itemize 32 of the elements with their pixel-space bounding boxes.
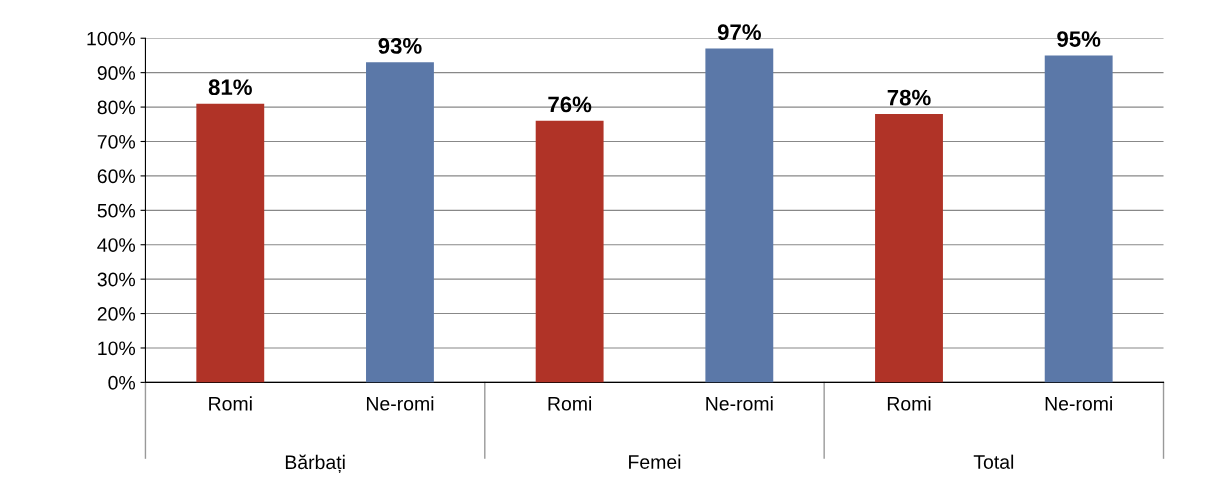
bar (366, 62, 434, 383)
text: Total (973, 454, 1014, 469)
data-label: 76% (548, 96, 592, 113)
x-tick-label: Ne-romi (1045, 396, 1112, 411)
x-tick-label: Romi (548, 396, 592, 411)
y-tick-label: 80% (97, 100, 136, 115)
y-tick-label: 70% (97, 134, 136, 149)
data-label: 97% (717, 24, 761, 41)
text: Femei (629, 454, 681, 469)
x-tick-label: Ne-romi (706, 396, 773, 411)
bar (1044, 55, 1113, 383)
bar (196, 103, 265, 383)
text: Bărbați (285, 454, 345, 474)
x-tick-label: Romi (209, 396, 252, 411)
data-label: 95% (1057, 31, 1101, 47)
y-tick-label: 100% (87, 31, 136, 46)
y-tick-label: 50% (97, 203, 136, 218)
y-tick-label: 10% (98, 341, 136, 356)
y-tick-label: 90% (97, 66, 136, 80)
y-tick-label: 30% (97, 272, 136, 287)
bar (875, 113, 943, 383)
bar (705, 48, 774, 383)
bar (535, 120, 604, 383)
y-tick-label: 0% (108, 375, 136, 390)
data-label: 93% (378, 38, 422, 54)
data-label: 81% (208, 79, 252, 96)
x-tick-label: Ne-romi (366, 396, 434, 411)
y-tick-label: 60% (97, 169, 136, 184)
y-tick-label: 40% (97, 238, 136, 252)
y-tick-label: 20% (97, 307, 136, 321)
data-label: 78% (887, 89, 931, 106)
x-tick-label: Romi (887, 396, 931, 411)
